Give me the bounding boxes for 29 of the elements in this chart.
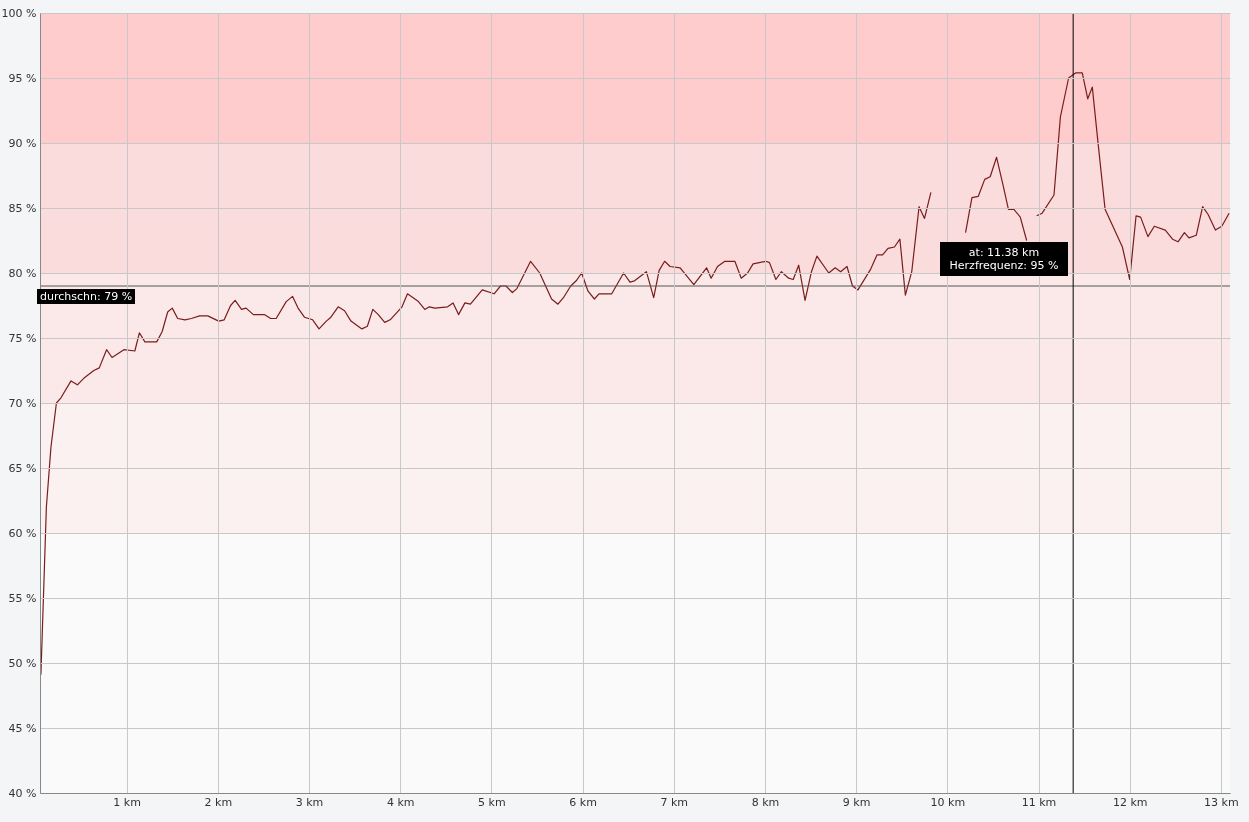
- x-tick-label: 2 km: [204, 795, 233, 809]
- y-tick-label: 100 %: [1, 6, 37, 20]
- x-tick-label: 4 km: [386, 795, 415, 809]
- x-tick-label: 8 km: [751, 795, 780, 809]
- y-tick-label: 80 %: [8, 266, 37, 280]
- x-tick-label: 7 km: [660, 795, 689, 809]
- x-tick-label: 3 km: [295, 795, 324, 809]
- y-tick-label: 75 %: [8, 331, 37, 345]
- y-tick-label: 55 %: [8, 591, 37, 605]
- y-tick-label: 85 %: [8, 201, 37, 215]
- annotation: Herzfrequenz: 95 %: [948, 259, 1060, 272]
- x-tick-label: 12 km: [1112, 795, 1148, 809]
- y-tick-label: 65 %: [8, 461, 37, 475]
- x-tick-label: 1 km: [113, 795, 141, 809]
- x-tick-label: 6 km: [569, 795, 597, 809]
- x-tick-label: 11 km: [1021, 795, 1057, 809]
- y-tick-label: 50 %: [8, 656, 37, 670]
- y-tick-label: 90 %: [8, 136, 37, 150]
- y-tick-label: 70 %: [8, 396, 37, 410]
- y-tick-label: 40 %: [8, 786, 37, 800]
- annotation: at: 11.38 km: [967, 246, 1041, 259]
- x-tick-label: 5 km: [478, 795, 506, 809]
- y-tick-label: 95 %: [8, 71, 37, 85]
- x-tick-label: 10 km: [930, 795, 966, 809]
- y-tick-label: 60 %: [8, 526, 37, 540]
- x-tick-label: 9 km: [842, 795, 871, 809]
- ref-line-label: durchschn: 79 %: [37, 289, 136, 304]
- x-tick-label: 13 km: [1204, 795, 1239, 809]
- y-tick-label: 45 %: [8, 721, 37, 735]
